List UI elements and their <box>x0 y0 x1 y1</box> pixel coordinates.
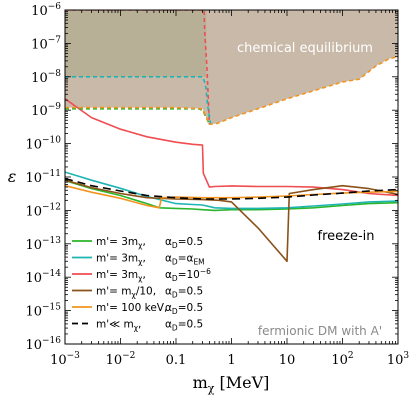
x-axis-label: mχ [MeV] <box>193 373 270 395</box>
y-tick-label: 10−15 <box>25 303 61 320</box>
y-tick-label: 10−14 <box>25 269 61 286</box>
shaded-regions <box>65 10 398 125</box>
region-1 <box>65 10 207 77</box>
series-line-8 <box>65 108 211 125</box>
y-tick-label: 10−12 <box>25 202 61 219</box>
y-tick-label: 10−6 <box>31 2 61 19</box>
x-axis-label-sub: χ <box>208 382 215 395</box>
x-tick-label: 1 <box>227 353 235 368</box>
legend-alpha-2: αD=10−6 <box>165 267 211 283</box>
legend-label-5: m'≪ mχ, <box>96 319 141 333</box>
series-line-4 <box>65 184 398 209</box>
y-tick-label: 10−9 <box>31 102 61 119</box>
tick-labels: 10−3 10−2 0.1 1 10 102 103 10−16 10−15 10−14 10−13… <box>25 2 409 368</box>
series-line-6 <box>65 10 211 125</box>
x-axis-label-unit: [MeV] <box>214 373 269 392</box>
x-tick-label: 10 <box>279 353 296 368</box>
x-axis-label-m: m <box>193 373 208 392</box>
legend-alpha-5: αD=0.5 <box>165 319 203 333</box>
y-tick-label: 10−16 <box>25 336 61 353</box>
x-tick-label: 10−3 <box>50 351 80 368</box>
legend-label-1: m'= 3mχ, <box>96 253 146 267</box>
series-lines <box>65 10 398 263</box>
legend-alpha-1: αD=αEM <box>165 253 205 267</box>
series-line-0 <box>65 179 398 212</box>
legend-label-2: m'= 3mχ, <box>96 269 146 283</box>
annotation-freeze-in: freeze-in <box>318 229 375 244</box>
y-axis-label: ε <box>8 167 17 186</box>
legend-alpha-4: αD=0.5 <box>165 302 203 316</box>
legend-label-4: m'= 100 keV, <box>96 302 167 314</box>
x-tick-label: 103 <box>387 351 410 368</box>
legend-alpha-3: αD=0.5 <box>165 286 203 300</box>
legend-alpha-0: αD=0.5 <box>165 236 203 250</box>
plot-frame <box>64 9 399 345</box>
y-tick-label: 10−11 <box>25 169 61 186</box>
x-tick-label: 10−2 <box>106 351 136 368</box>
annotation-chemical-equilibrium: chemical equilibrium <box>237 41 373 56</box>
series-line-9 <box>65 55 398 125</box>
series-line-3 <box>65 179 398 263</box>
x-tick-label: 0.1 <box>166 353 187 368</box>
y-tick-label: 10−8 <box>31 69 61 86</box>
series-line-1 <box>65 171 398 210</box>
y-tick-label: 10−7 <box>31 35 61 52</box>
x-tick-label: 102 <box>331 351 353 368</box>
legend: m'= 3mχ, αD=0.5 m'= 3mχ, αD=αEM m'= 3mχ, αD=1… <box>72 236 211 333</box>
series-line-5 <box>65 177 398 200</box>
legend-label-3: m'= mχ/10, <box>96 286 156 300</box>
legend-label-0: m'= 3mχ, <box>96 236 146 250</box>
annotation-model: fermionic DM with A' <box>258 324 382 338</box>
series-line-7 <box>65 76 212 125</box>
y-tick-label: 10−10 <box>25 136 61 153</box>
y-tick-label: 10−13 <box>25 236 61 253</box>
